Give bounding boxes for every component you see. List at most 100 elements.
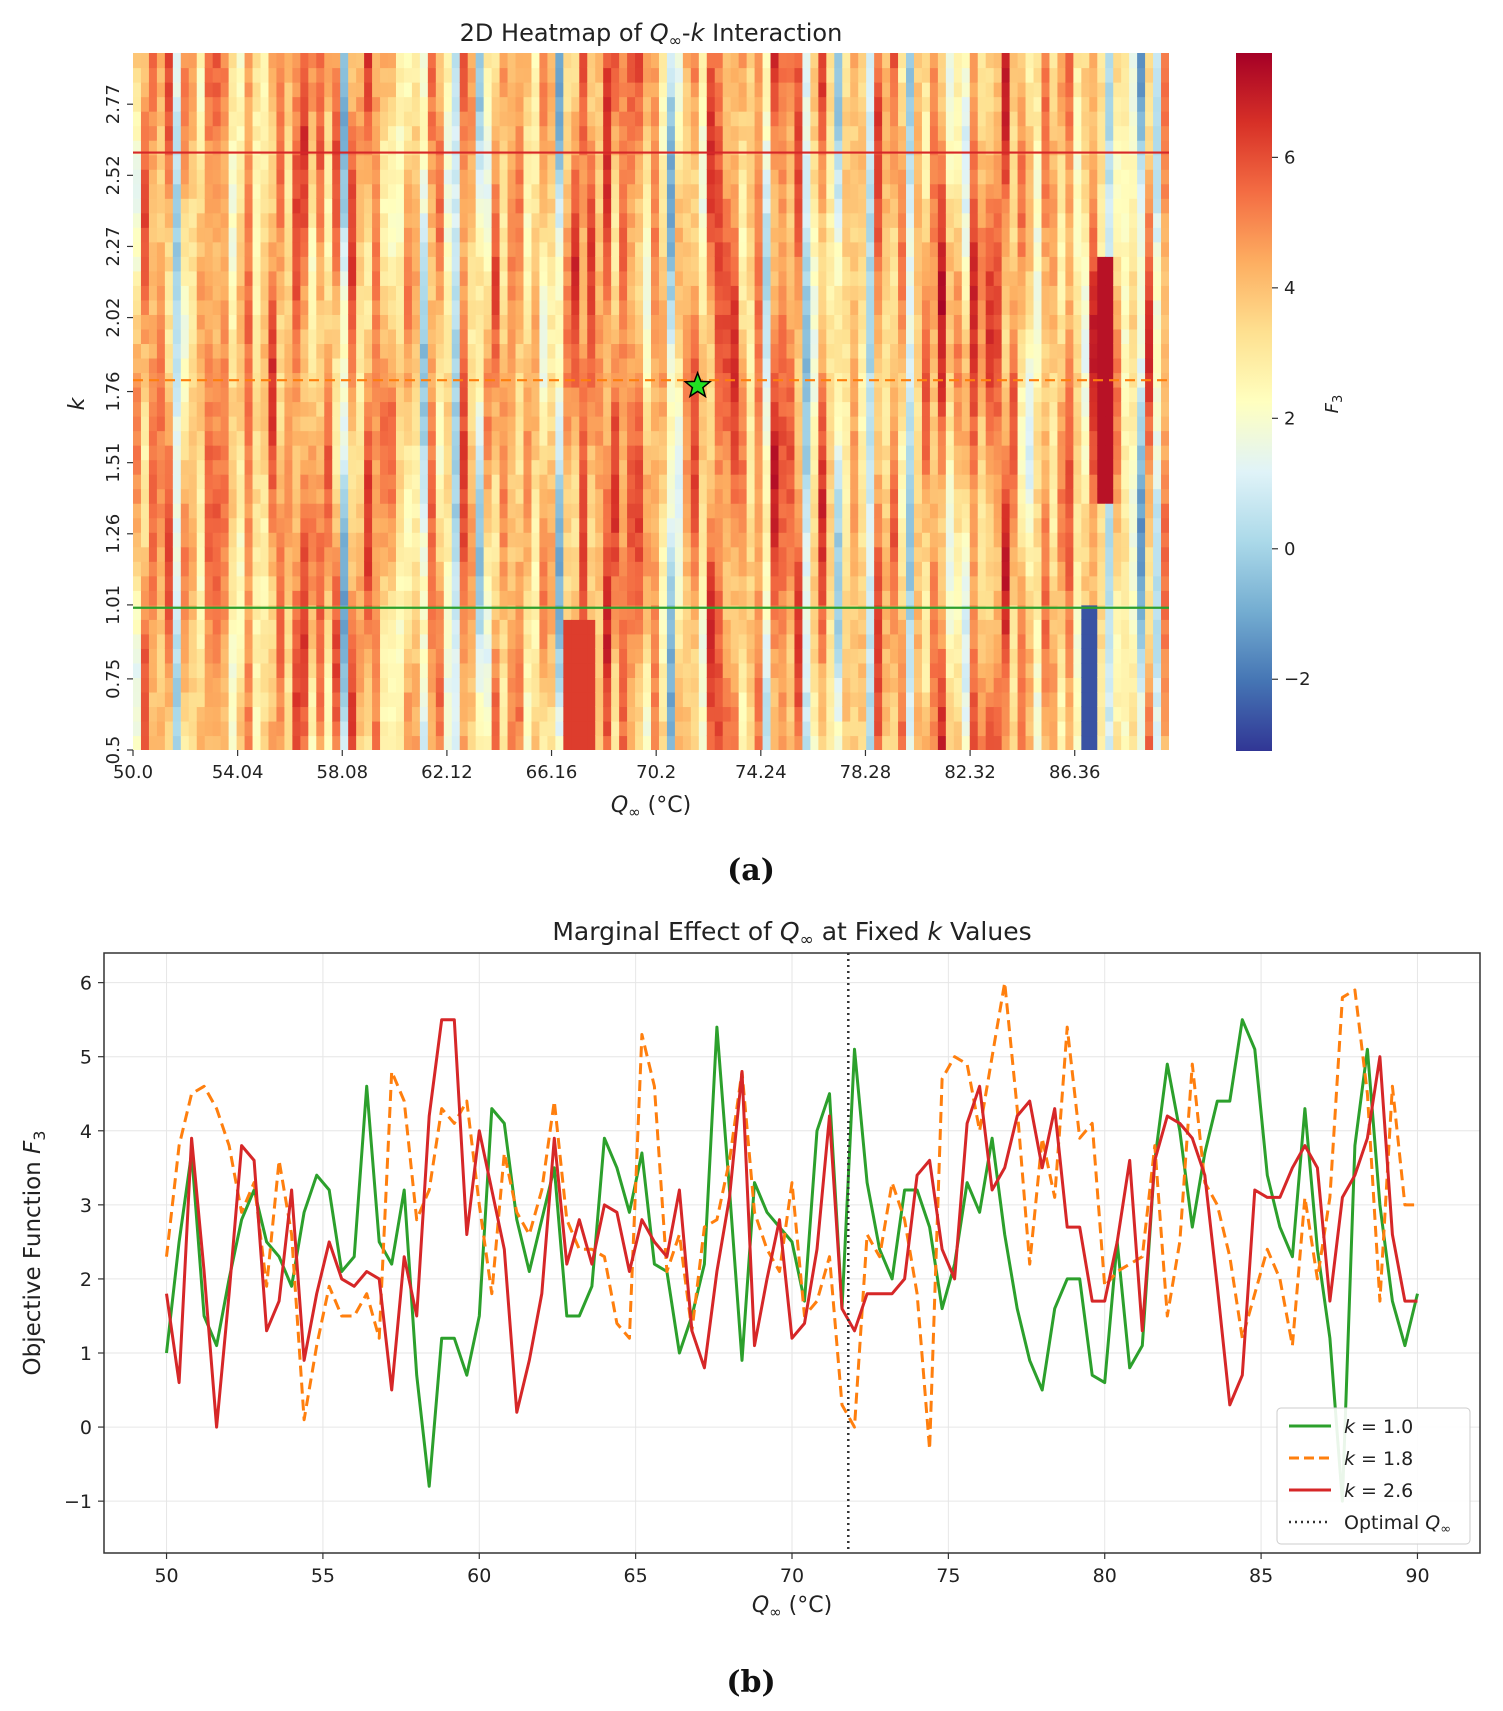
- heatmap-cell: [738, 82, 748, 98]
- heatmap-cell: [204, 183, 214, 199]
- heatmap-cell: [252, 372, 262, 388]
- heatmap-cell: [252, 285, 262, 301]
- heatmap-cell: [563, 590, 572, 606]
- heatmap-cell: [802, 183, 811, 199]
- heatmap-cell: [459, 619, 469, 635]
- heatmap-cell: [611, 445, 620, 461]
- heatmap-cell: [595, 140, 604, 156]
- heatmap-cell: [802, 343, 811, 359]
- heatmap-cell: [388, 198, 397, 214]
- heatmap-cell: [890, 125, 899, 141]
- heatmap-cell: [140, 372, 150, 388]
- heatmap-cell: [419, 430, 429, 446]
- heatmap-cell: [882, 154, 891, 170]
- heatmap-cell: [738, 314, 748, 330]
- heatmap-cell: [834, 575, 843, 591]
- heatmap-cell: [284, 662, 293, 678]
- heatmap-cell: [228, 343, 238, 359]
- heatmap-cell: [555, 343, 564, 359]
- heatmap-cell: [898, 183, 907, 199]
- heatmap-cell: [762, 575, 772, 591]
- heatmap-cell: [260, 517, 270, 533]
- heatmap-cell: [666, 198, 676, 214]
- heatmap-cell: [619, 154, 628, 170]
- heatmap-cell: [579, 357, 588, 374]
- heatmap-cell: [635, 532, 644, 548]
- heatmap-cell: [563, 183, 572, 199]
- heatmap-cell: [595, 154, 604, 170]
- heatmap-cell: [898, 488, 907, 504]
- heatmap-cell: [682, 241, 692, 257]
- heatmap-cell: [658, 314, 668, 330]
- heatmap-cell: [507, 662, 517, 678]
- heatmap-cell: [754, 198, 764, 214]
- heatmap-cell: [228, 227, 238, 243]
- heatmap-cell: [380, 111, 389, 127]
- heatmap-cell: [690, 546, 700, 562]
- heatmap-cell: [276, 619, 286, 635]
- heatmap-cell: [898, 430, 907, 446]
- heatmap-cell: [571, 125, 580, 141]
- heatmap-cell: [563, 401, 572, 417]
- heatmap-cell: [682, 706, 692, 722]
- heatmap-cell: [133, 53, 142, 69]
- heatmap-cell: [483, 677, 493, 693]
- heatmap-cell: [284, 125, 293, 141]
- heatmap-cell: [459, 401, 469, 417]
- heatmap-cell: [682, 53, 692, 69]
- heatmap-cell: [411, 604, 421, 620]
- heatmap-cell: [635, 53, 644, 69]
- heatmap-cell: [196, 212, 206, 228]
- heatmap-cell: [443, 604, 453, 620]
- heatmap-cell: [523, 532, 533, 548]
- heatmap-cell: [587, 227, 596, 243]
- heatmap-cell: [268, 517, 278, 533]
- heatmap-cell: [858, 619, 867, 635]
- heatmap-cell: [276, 488, 286, 504]
- heatmap-cell: [332, 691, 341, 708]
- heatmap-cell: [499, 183, 509, 199]
- heatmap-cell: [172, 386, 182, 403]
- heatmap-cell: [156, 212, 166, 228]
- heatmap-cell: [148, 111, 158, 127]
- heatmap-cell: [140, 67, 150, 83]
- heatmap-cell: [706, 532, 716, 548]
- heatmap-cell: [754, 662, 764, 678]
- heatmap-cell: [308, 662, 317, 678]
- heatmap-cell: [547, 343, 556, 359]
- heatmap-cell: [133, 662, 142, 678]
- heatmap-cell: [356, 416, 365, 432]
- heatmap-cell: [738, 96, 748, 112]
- heatmap-cell: [627, 445, 636, 461]
- heatmap-cell: [507, 256, 517, 272]
- heatmap-cell: [244, 386, 254, 403]
- heatmap-cell: [730, 285, 740, 301]
- heatmap-cell: [643, 154, 652, 170]
- heatmap-cell: [324, 299, 333, 315]
- heatmap-cell: [236, 198, 246, 214]
- heatmap-cell: [778, 212, 788, 228]
- heatmap-cell: [156, 445, 166, 461]
- heatmap-cell: [260, 633, 270, 649]
- heatmap-cell: [268, 183, 278, 199]
- heatmap-cell: [818, 735, 827, 750]
- heatmap-cell: [276, 633, 286, 649]
- heatmap-cell: [690, 590, 700, 606]
- heatmap-cell: [706, 299, 716, 315]
- heatmap-cell: [451, 183, 461, 199]
- heatmap-cell: [826, 604, 835, 620]
- heatmap-cell: [921, 241, 931, 257]
- heatmap-cell: [204, 67, 214, 83]
- heatmap-cell: [643, 459, 652, 475]
- heatmap-cell: [308, 706, 317, 722]
- heatmap-cell: [348, 212, 357, 228]
- heatmap-cell: [666, 357, 676, 374]
- heatmap-cell: [603, 561, 612, 577]
- heatmap-cell: [906, 198, 915, 214]
- heatmap-cell: [906, 503, 915, 519]
- heatmap-cell: [539, 212, 548, 228]
- heatmap-cell: [722, 111, 732, 127]
- heatmap-cell: [818, 96, 827, 112]
- heatmap-cell: [658, 416, 668, 432]
- heatmap-cell: [945, 604, 955, 620]
